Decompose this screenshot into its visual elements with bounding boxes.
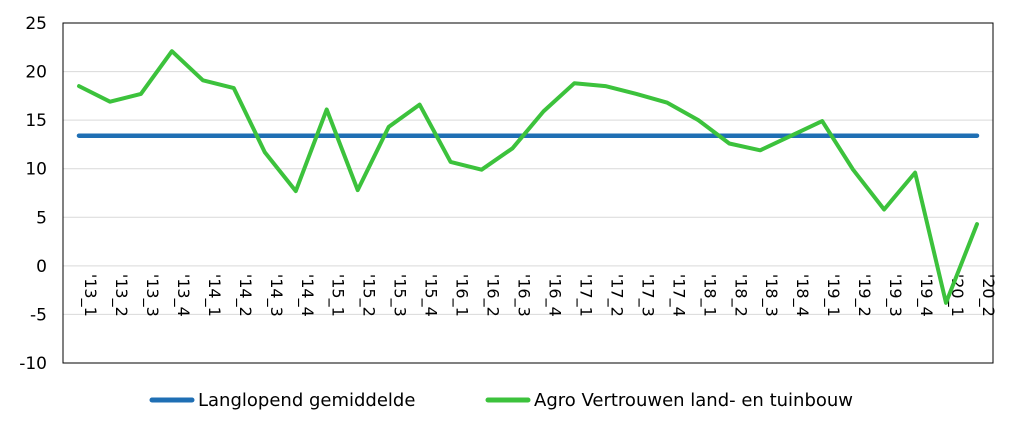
y-tick-label: 15 bbox=[25, 111, 47, 131]
x-tick-label: '15_2 bbox=[359, 274, 379, 317]
legend-label-long-term-average: Langlopend gemiddelde bbox=[198, 390, 415, 411]
y-axis-ticks: -10 -5 0 5 10 15 20 25 bbox=[19, 14, 47, 374]
x-tick-label: '18_3 bbox=[761, 274, 781, 317]
y-tick-label: 10 bbox=[25, 160, 47, 180]
x-tick-label: '15_4 bbox=[421, 274, 441, 317]
x-tick-label: '13_4 bbox=[173, 274, 193, 317]
x-tick-label: '18_4 bbox=[792, 274, 812, 317]
series-lines bbox=[76, 49, 980, 305]
x-tick-label: '17_1 bbox=[575, 274, 595, 317]
y-tick-label: -10 bbox=[19, 354, 47, 374]
x-tick-label: '19_3 bbox=[885, 274, 905, 317]
x-tick-label: '17_4 bbox=[668, 274, 688, 317]
x-tick-label: '16_3 bbox=[514, 274, 534, 317]
x-tick-label: '14_3 bbox=[266, 274, 286, 317]
y-tick-label: 5 bbox=[36, 208, 47, 228]
y-tick-label: 25 bbox=[25, 14, 47, 34]
series-line-agro-confidence bbox=[77, 49, 979, 305]
x-tick-label: '18_1 bbox=[699, 274, 719, 317]
x-tick-label: '16_2 bbox=[483, 274, 503, 317]
plot-area-border bbox=[62, 22, 994, 364]
x-tick-label: '17_3 bbox=[637, 274, 657, 317]
x-axis-ticks: '13_1 '13_2 '13_3 '13_4 '14_1 '14_2 '14_3 '14_4… bbox=[80, 274, 998, 317]
y-tick-label: -5 bbox=[30, 305, 47, 325]
x-tick-label: '14_2 bbox=[235, 274, 255, 317]
x-tick-label: '15_1 bbox=[328, 274, 348, 317]
x-tick-label: '16_4 bbox=[544, 274, 564, 317]
legend: Langlopend gemiddelde Agro Vertrouwen la… bbox=[149, 390, 853, 411]
x-tick-label: '19_2 bbox=[854, 274, 874, 317]
x-tick-label: '14_1 bbox=[204, 274, 224, 317]
legend-label-agro-confidence: Agro Vertrouwen land- en tuinbouw bbox=[534, 390, 853, 411]
x-tick-label: '19_1 bbox=[823, 274, 843, 317]
x-tick-label: '17_2 bbox=[606, 274, 626, 317]
x-tick-label: '13_2 bbox=[111, 274, 131, 317]
x-tick-label: '13_3 bbox=[142, 274, 162, 317]
x-tick-label: '16_1 bbox=[452, 274, 472, 317]
x-tick-label: '18_2 bbox=[730, 274, 750, 317]
x-tick-label: '19_4 bbox=[916, 274, 936, 317]
x-tick-label: '13_1 bbox=[80, 274, 100, 317]
x-tick-label: '14_4 bbox=[297, 274, 317, 317]
x-tick-label: '15_3 bbox=[390, 274, 410, 317]
gridlines bbox=[63, 71, 993, 315]
y-tick-label: 20 bbox=[25, 63, 47, 83]
y-tick-label: 0 bbox=[36, 257, 47, 277]
x-tick-label: '20_2 bbox=[978, 274, 998, 317]
